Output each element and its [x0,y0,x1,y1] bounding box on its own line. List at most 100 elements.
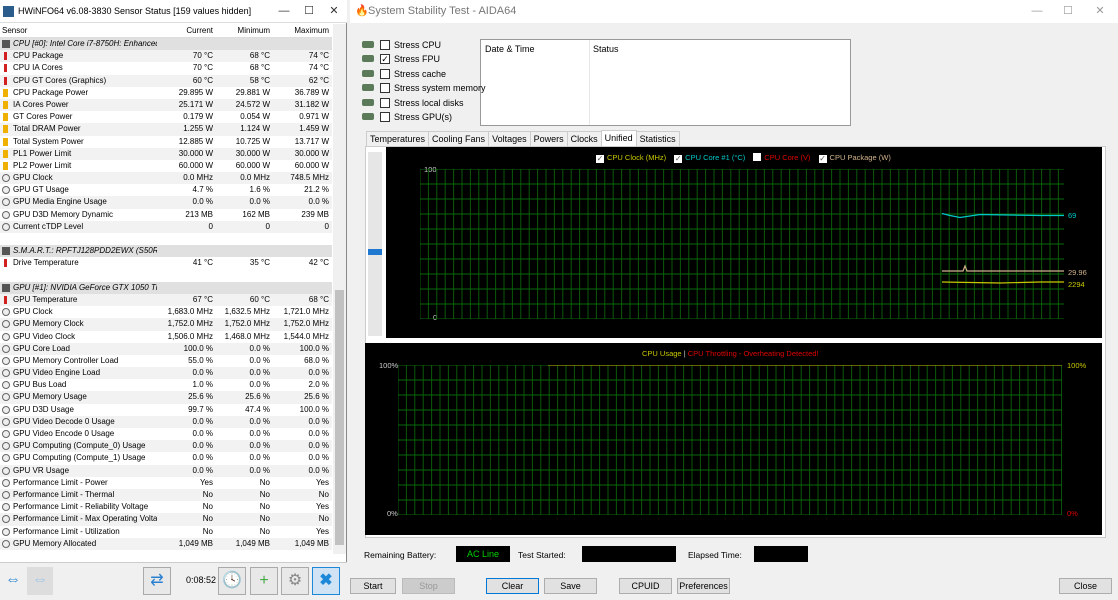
table-row[interactable]: GPU D3D Usage 99.7 % 47.4 % 100.0 % [0,404,332,416]
maximize-button[interactable]: ☐ [304,5,314,17]
table-row[interactable]: Performance Limit - Thermal No No No [0,488,332,502]
stress-option[interactable]: ✓ Stress FPU [362,52,440,66]
col-maximum[interactable]: Maximum [294,26,329,35]
tab-statistics[interactable]: Statistics [635,131,680,146]
stress-checkbox[interactable]: ✓ [380,54,390,65]
legend-checkbox[interactable] [753,153,762,161]
table-row[interactable]: Performance Limit - Utilization No No Yes [0,526,332,538]
stress-checkbox[interactable] [380,40,390,50]
table-row[interactable]: GPU Video Decode 0 Usage 0.0 % 0.0 % 0.0 % [0,415,332,428]
maximize-button[interactable]: ☐ [1063,5,1073,17]
table-row[interactable]: GPU Memory Clock 1,752.0 MHz 1,752.0 MHz 1,… [0,318,332,331]
legend-item[interactable]: ✓ CPU Clock (MHz) [596,153,666,163]
legend-checkbox[interactable]: ✓ [596,154,604,163]
stress-option[interactable]: Stress system memory [362,81,486,95]
expand-arrows-icon[interactable]: ⇔ [5,571,21,588]
table-row[interactable]: GPU Memory Usage 25.6 % 25.6 % 25.6 % [0,391,332,404]
table-row[interactable]: GPU Video Encode 0 Usage 0.0 % 0.0 % 0.0 % [0,428,332,440]
network-icon[interactable]: ⇄ [143,567,171,595]
minimize-button[interactable]: — [1031,5,1043,17]
sensor-group[interactable]: CPU [#0]: Intel Core i7-8750H: Enhanced [0,38,332,51]
table-row[interactable]: GPU Computing (Compute_0) Usage 0.0 % 0.0 … [0,440,332,453]
table-row[interactable]: GPU D3D Memory Dynamic 213 MB 162 MB 239 MB [0,209,332,221]
tab-temperatures[interactable]: Temperatures [366,131,430,146]
table-row[interactable]: Total System Power 12.885 W 10.725 W 13.717… [0,136,332,148]
table-row[interactable]: Performance Limit - Power Yes No Yes [0,477,332,489]
minimum-value: 0.0 % [249,197,270,207]
table-row[interactable]: GPU Memory Allocated 1,049 MB 1,049 MB 1,04… [0,537,332,550]
cpuid-button[interactable]: CPUID [619,578,672,594]
col-current[interactable]: Current [186,26,213,35]
tab-unified[interactable]: Unified [600,130,637,146]
chart-scroll-track[interactable] [368,152,382,336]
tab-cooling-fans[interactable]: Cooling Fans [428,131,490,146]
table-row[interactable]: Performance Limit - Reliability Voltage N… [0,501,332,513]
table-row[interactable]: CPU Package 70 °C 68 °C 74 °C [0,50,332,63]
legend-item[interactable]: ✓ CPU Package (W) [818,153,891,163]
legend-checkbox[interactable]: ✓ [818,154,827,163]
stress-checkbox[interactable] [380,83,390,94]
tab-voltages[interactable]: Voltages [488,131,531,146]
table-row[interactable]: Total DRAM Power 1.255 W 1.124 W 1.459 W [0,123,332,136]
table-row[interactable]: GPU Clock 1,683.0 MHz 1,632.5 MHz 1,721.0 M… [0,306,332,318]
lightning-icon [3,125,8,134]
legend-item[interactable]: CPU Core (V) [753,153,811,163]
tab-powers[interactable]: Powers [529,131,568,146]
maximum-value: 0.971 W [299,112,329,122]
table-row[interactable]: GPU Bus Load 1.0 % 0.0 % 2.0 % [0,379,332,391]
save-button[interactable]: Save [544,578,597,594]
col-minimum[interactable]: Minimum [237,26,270,35]
table-row[interactable] [0,233,332,246]
table-row[interactable]: CPU IA Cores 70 °C 68 °C 74 °C [0,62,332,74]
table-row[interactable]: GPU VR Usage 0.0 % 0.0 % 0.0 % [0,464,332,477]
close-window-button[interactable]: ✕ [1095,5,1105,17]
table-row[interactable]: PL1 Power Limit 30.000 W 30.000 W 30.000 W [0,147,332,160]
table-row[interactable]: IA Cores Power 25.171 W 24.572 W 31.182 W [0,98,332,112]
col-sensor[interactable]: Sensor [2,26,28,35]
table-row[interactable]: GPU Clock 0.0 MHz 0.0 MHz 748.5 MHz [0,172,332,185]
table-row[interactable]: GPU Video Clock 1,506.0 MHz 1,468.0 MHz 1,5… [0,331,332,343]
minimize-button[interactable]: — [278,5,290,17]
legend-item[interactable]: ✓ CPU Core #1 (°C) [674,153,745,163]
chart-scroll-thumb[interactable] [368,249,382,255]
table-row[interactable]: GPU Media Engine Usage 0.0 % 0.0 % 0.0 % [0,196,332,209]
clear-button[interactable]: Clear [486,578,539,594]
hwinfo-app-icon [3,6,14,17]
gear-icon[interactable]: ⚙ [281,567,309,595]
stress-checkbox[interactable] [380,68,390,79]
stress-checkbox[interactable] [380,97,390,108]
table-row[interactable]: Current cTDP Level 0 0 0 [0,220,332,233]
legend-checkbox[interactable]: ✓ [674,154,683,163]
close-sensors-icon[interactable]: ✖ [312,567,340,595]
table-row[interactable]: GPU Computing (Compute_1) Usage 0.0 % 0.0 … [0,452,332,464]
sensor-group[interactable]: S.M.A.R.T.: RPFTJ128PDD2EWX (S50R2... [0,245,332,258]
collapse-arrows-icon[interactable]: ⇔ [27,567,53,595]
table-row[interactable]: GPU Memory Controller Load 55.0 % 0.0 % 68.… [0,355,332,367]
stress-option[interactable]: Stress cache [362,67,446,81]
table-row[interactable]: GPU Video Engine Load 0.0 % 0.0 % 0.0 % [0,367,332,380]
preferences-button[interactable]: Preferences [677,578,730,594]
table-row[interactable]: GPU GT Usage 4.7 % 1.6 % 21.2 % [0,184,332,196]
stress-checkbox[interactable] [380,112,390,122]
stop-button[interactable]: Stop [402,578,455,594]
tab-clocks[interactable]: Clocks [566,131,602,146]
start-button[interactable]: Start [350,578,396,594]
stress-option[interactable]: Stress local disks [362,96,464,110]
stress-option[interactable]: Stress GPU(s) [362,110,452,124]
sensor-group[interactable]: GPU [#1]: NVIDIA GeForce GTX 1050 Ti: [0,281,332,294]
clock-icon[interactable]: 🕓 [218,567,246,595]
add-report-icon[interactable]: + [250,567,278,595]
table-row[interactable]: CPU GT Cores (Graphics) 60 °C 58 °C 62 °C [0,74,332,87]
table-row[interactable]: GPU Core Load 100.0 % 0.0 % 100.0 % [0,342,332,355]
table-row[interactable]: Drive Temperature 41 °C 35 °C 42 °C [0,257,332,269]
scrollbar-thumb[interactable] [335,290,344,545]
stress-option[interactable]: Stress CPU [362,38,441,52]
close-button[interactable]: Close [1059,578,1112,594]
table-row[interactable]: PL2 Power Limit 60.000 W 60.000 W 60.000 W [0,160,332,172]
close-button[interactable]: ✕ [329,5,339,17]
table-row[interactable]: Performance Limit - Max Operating Volta.… [0,513,332,526]
table-row[interactable] [0,269,332,282]
table-row[interactable]: GPU Temperature 67 °C 60 °C 68 °C [0,293,332,307]
table-row[interactable]: CPU Package Power 29.895 W 29.881 W 36.789 … [0,87,332,99]
table-row[interactable]: GT Cores Power 0.179 W 0.054 W 0.971 W [0,111,332,123]
